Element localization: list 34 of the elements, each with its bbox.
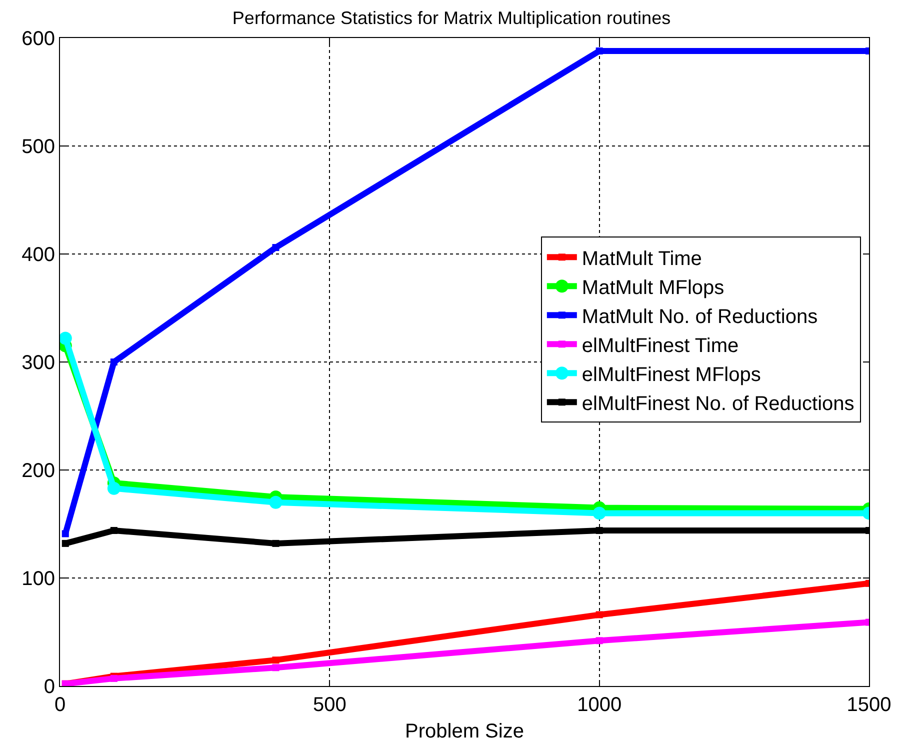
- legend-label: MatMult MFlops: [582, 276, 724, 299]
- point: [596, 611, 603, 618]
- x-tick-label: 500: [312, 694, 346, 716]
- point: [62, 530, 69, 538]
- point: [62, 540, 69, 547]
- x-tick-label: 1500: [846, 694, 892, 716]
- legend-label: elMultFinest MFlops: [582, 364, 761, 386]
- point: [269, 496, 282, 509]
- legend-label: elMultFinest No. of Reductions: [582, 392, 854, 415]
- point: [592, 506, 606, 520]
- point: [107, 482, 120, 495]
- y-tick-label: 0: [44, 676, 55, 698]
- point: [272, 656, 280, 664]
- point: [60, 332, 72, 345]
- point: [272, 540, 280, 547]
- chart-title: Performance Statistics for Matrix Multiplication routines: [232, 8, 671, 28]
- point: [596, 47, 603, 54]
- y-tick-label: 300: [22, 352, 55, 374]
- y-tick-label: 100: [22, 568, 55, 590]
- legend-label: MatMult Time: [582, 248, 702, 270]
- legend-label: elMultFinest Time: [582, 334, 739, 357]
- y-tick-label: 200: [22, 460, 55, 482]
- point: [110, 526, 118, 534]
- point: [110, 358, 118, 366]
- point: [596, 526, 603, 534]
- point: [596, 637, 603, 644]
- y-tick-label: 400: [22, 244, 55, 266]
- legend-label: MatMult No. of Reductions: [582, 306, 818, 328]
- x-axis-title: Problem Size: [405, 720, 524, 742]
- x-tick-label: 1000: [577, 694, 622, 716]
- y-tick-label: 500: [22, 136, 55, 158]
- point: [272, 244, 280, 252]
- y-tick-label: 600: [22, 28, 55, 50]
- point: [272, 664, 280, 672]
